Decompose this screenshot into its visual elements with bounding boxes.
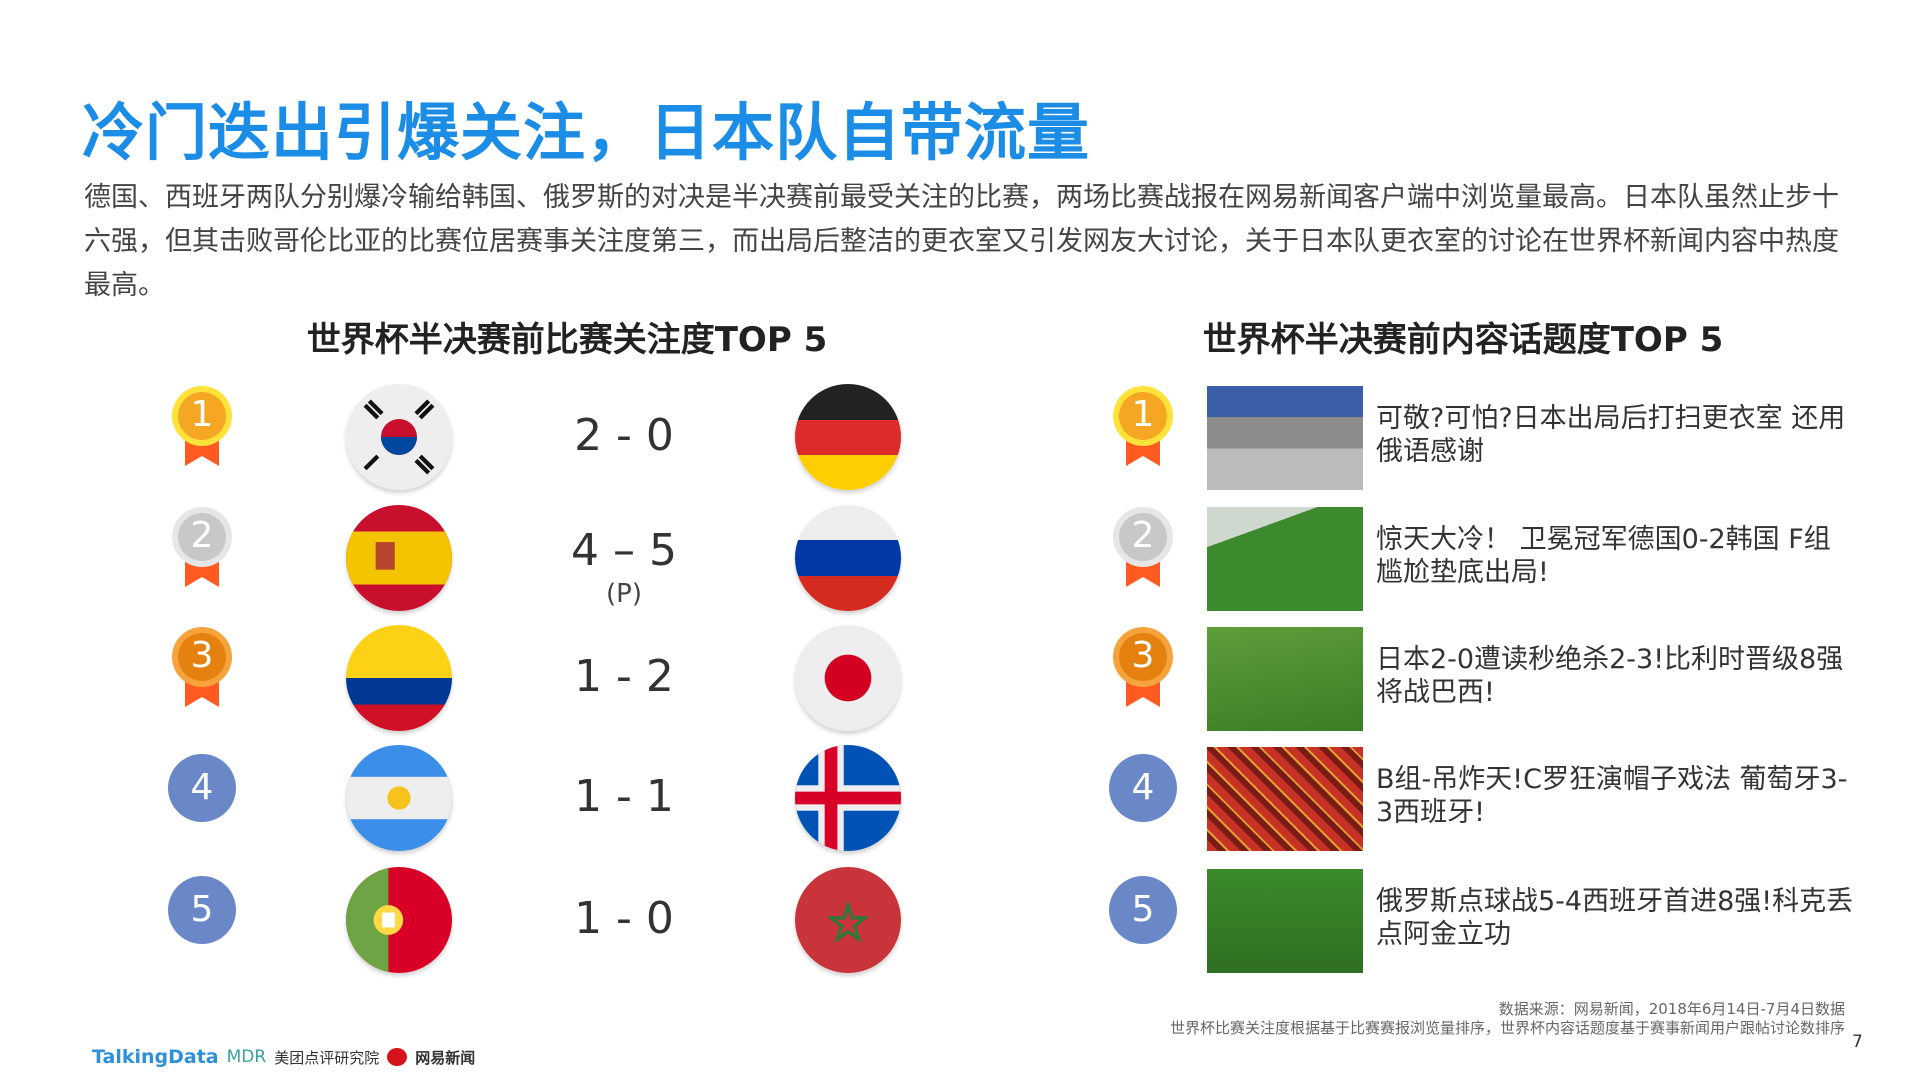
- mdr-logo: MDR: [226, 1047, 267, 1067]
- rank-medal-icon: 1: [167, 382, 237, 472]
- rank-medal-icon: 2: [167, 503, 237, 593]
- match-score: 1 - 0: [574, 893, 674, 944]
- talkingdata-logo: TalkingData: [92, 1046, 219, 1068]
- meituan-logo: 美团点评研究院: [274, 1048, 380, 1067]
- rank-number: 4: [190, 767, 214, 808]
- rank-number: 1: [190, 394, 214, 435]
- rank-medal-icon: 2: [1108, 503, 1178, 593]
- colombia-flag-icon: [346, 625, 452, 731]
- korea-flag-icon: [346, 384, 452, 490]
- rank-number: 5: [190, 889, 214, 930]
- page-title: 冷门迭出引爆关注，日本队自带流量: [82, 96, 1091, 169]
- netease-logo-icon: [387, 1048, 408, 1066]
- rank-number: 5: [1131, 889, 1155, 930]
- page-number: 7: [1852, 1032, 1863, 1052]
- news-headline[interactable]: 可敬?可怕?日本出局后打扫更衣室 还用俄语感谢: [1376, 403, 1846, 467]
- rank-medal-icon: 5: [1108, 865, 1178, 955]
- rank-medal-icon: 5: [167, 865, 237, 955]
- news-headline[interactable]: 俄罗斯点球战5-4西班牙首进8强!科克丢点阿金立功: [1376, 886, 1854, 950]
- rank-number: 1: [1131, 394, 1155, 435]
- rank-medal-icon: 4: [167, 743, 237, 833]
- rank-number: 2: [190, 515, 214, 556]
- russia-flag-icon: [795, 505, 901, 611]
- match-score: 1 - 2: [574, 651, 674, 702]
- match-score: 4 – 5: [571, 525, 677, 576]
- morocco-flag-icon: [795, 867, 901, 973]
- rank-medal-icon: 4: [1108, 743, 1178, 833]
- match-attention-heading: 世界杯半决赛前比赛关注度TOP 5: [306, 320, 828, 360]
- rank-number: 4: [1131, 767, 1155, 808]
- news-headline[interactable]: 惊天大冷！ 卫冕冠军德国0-2韩国 F组尴尬垫底出局!: [1376, 524, 1831, 588]
- celebration-photo[interactable]: [1207, 869, 1363, 973]
- penalty-note: (P): [606, 579, 642, 609]
- intro-paragraph: 德国、西班牙两队分别爆冷输给韩国、俄罗斯的对决是半决赛前最受关注的比赛，两场比赛…: [84, 182, 1839, 301]
- match-score: 2 - 0: [574, 410, 674, 461]
- crowd-photo[interactable]: [1207, 747, 1363, 851]
- match-score: 1 - 1: [574, 771, 674, 822]
- goal-scene-photo[interactable]: [1207, 507, 1363, 611]
- locker-room-photo[interactable]: [1207, 386, 1363, 490]
- netease-logo: 网易新闻: [415, 1048, 476, 1067]
- japan-flag-icon: [795, 625, 901, 731]
- spain-flag-icon: [346, 505, 452, 611]
- rank-medal-icon: 1: [1108, 382, 1178, 472]
- rank-number: 3: [1131, 635, 1155, 676]
- rank-medal-icon: 3: [167, 623, 237, 713]
- rank-number: 3: [190, 635, 214, 676]
- pitch-fall-photo[interactable]: [1207, 627, 1363, 731]
- portugal-flag-icon: [346, 867, 452, 973]
- data-source: 数据来源：网易新闻，2018年6月14日-7月4日数据: [1498, 1000, 1845, 1018]
- news-headline[interactable]: B组-吊炸天!C罗狂演帽子戏法 葡萄牙3-3西班牙!: [1376, 764, 1848, 828]
- ranking-note: 世界杯比赛关注度根据基于比赛赛报浏览量排序，世界杯内容话题度基于赛事新闻用户跟帖…: [1169, 1019, 1845, 1037]
- content-topic-heading: 世界杯半决赛前内容话题度TOP 5: [1202, 320, 1724, 360]
- rank-medal-icon: 3: [1108, 623, 1178, 713]
- argentina-flag-icon: [346, 745, 452, 851]
- germany-flag-icon: [795, 384, 901, 490]
- partner-logos: TalkingData MDR 美团点评研究院 网易新闻: [92, 1046, 475, 1068]
- iceland-flag-icon: [795, 745, 901, 851]
- news-headline[interactable]: 日本2-0遭读秒绝杀2-3!比利时晋级8强将战巴西!: [1376, 644, 1844, 708]
- rank-number: 2: [1131, 515, 1155, 556]
